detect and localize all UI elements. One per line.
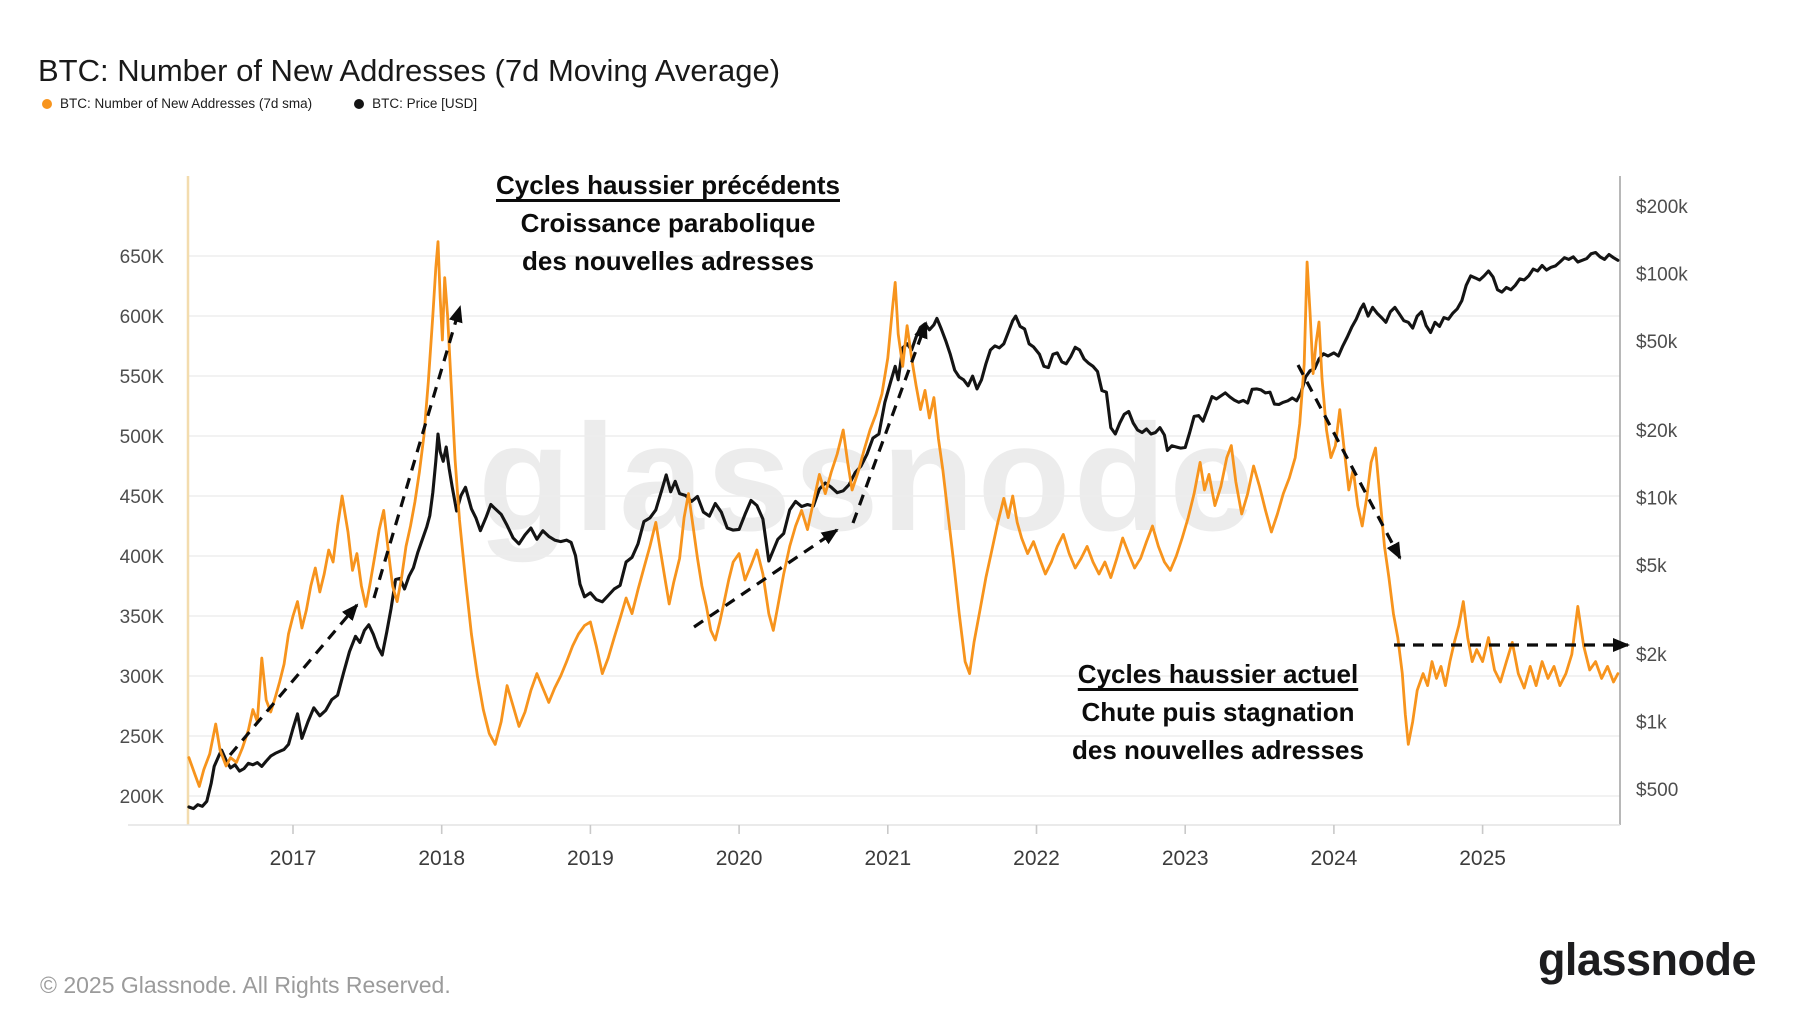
annotation-current-line2: Chute puis stagnation <box>1081 697 1355 727</box>
legend-item-new-addresses[interactable]: BTC: Number of New Addresses (7d sma) <box>42 96 312 111</box>
right-axis-label-$100k: $100k <box>1636 264 1688 285</box>
left-axis-label-200K: 200K <box>120 787 165 808</box>
arrow-rise-2016-2017 <box>228 603 359 757</box>
x-axis-label-2023: 2023 <box>1162 847 1209 870</box>
right-axis-label-$5k: $5k <box>1636 556 1667 577</box>
x-axis-label-2017: 2017 <box>270 847 317 870</box>
arrow-rise-2019-2020 <box>693 528 839 629</box>
legend-dot-orange-icon <box>42 98 52 109</box>
x-axis-label-2018: 2018 <box>418 847 465 870</box>
x-axis-label-2025: 2025 <box>1459 847 1506 870</box>
copyright-text: © 2025 Glassnode. All Rights Reserved. <box>40 972 451 998</box>
x-axis-label-2019: 2019 <box>567 847 614 870</box>
annotation-previous-line2: Croissance parabolique <box>520 208 816 238</box>
right-axis-label-$20k: $20k <box>1636 421 1678 442</box>
left-axis-label-400K: 400K <box>120 547 165 568</box>
glassnode-watermark: glassnode <box>478 393 1257 563</box>
right-axis-label-$1k: $1k <box>1636 712 1667 733</box>
right-axis-label-$500: $500 <box>1636 780 1678 801</box>
arrow-drop-2024 <box>1296 364 1402 560</box>
annotation-current-title: Cycles haussier actuel <box>1077 659 1359 689</box>
legend-item-price[interactable]: BTC: Price [USD] <box>354 96 477 111</box>
page-title: BTC: Number of New Addresses (7d Moving … <box>38 52 781 88</box>
series-new-addresses <box>187 240 1620 788</box>
left-axis-label-500K: 500K <box>120 427 165 448</box>
x-axis-label-2020: 2020 <box>716 847 763 870</box>
left-axis-label-300K: 300K <box>120 667 165 688</box>
chart-legend: BTC: Number of New Addresses (7d sma) BT… <box>42 96 477 111</box>
legend-label-new-addresses: BTC: Number of New Addresses (7d sma) <box>60 96 313 111</box>
right-axis-label-$10k: $10k <box>1636 488 1678 509</box>
right-axis-label-$2k: $2k <box>1636 645 1667 666</box>
arrow-parabolic-2021-top <box>851 321 928 524</box>
left-axis-label-350K: 350K <box>120 607 165 628</box>
annotation-previous-title: Cycles haussier précédents <box>496 170 840 200</box>
left-axis-label-650K: 650K <box>120 247 165 268</box>
left-axis-label-600K: 600K <box>120 307 165 328</box>
legend-dot-black-icon <box>354 98 365 109</box>
legend-label-price: BTC: Price [USD] <box>372 96 478 111</box>
arrow-parabolic-2017-top <box>372 305 463 599</box>
annotation-current-line3: des nouvelles adresses <box>1072 735 1364 765</box>
annotation-previous-line3: des nouvelles adresses <box>522 246 814 276</box>
right-axis-label-$200k: $200k <box>1636 197 1688 218</box>
annotation-current-cycle: Cycles haussier actuel Chute puis stagna… <box>968 655 1468 769</box>
right-axis-label-$50k: $50k <box>1636 332 1678 353</box>
x-axis-label-2021: 2021 <box>864 847 911 870</box>
left-axis-label-250K: 250K <box>120 727 165 748</box>
left-axis-label-550K: 550K <box>120 367 165 388</box>
left-axis-label-450K: 450K <box>120 487 165 508</box>
annotation-previous-cycles: Cycles haussier précédents Croissance pa… <box>418 166 918 280</box>
x-axis-label-2024: 2024 <box>1311 847 1358 870</box>
x-axis-label-2022: 2022 <box>1013 847 1060 870</box>
series-btc-price <box>187 250 1620 811</box>
glassnode-logo: glassnode <box>1537 934 1757 985</box>
